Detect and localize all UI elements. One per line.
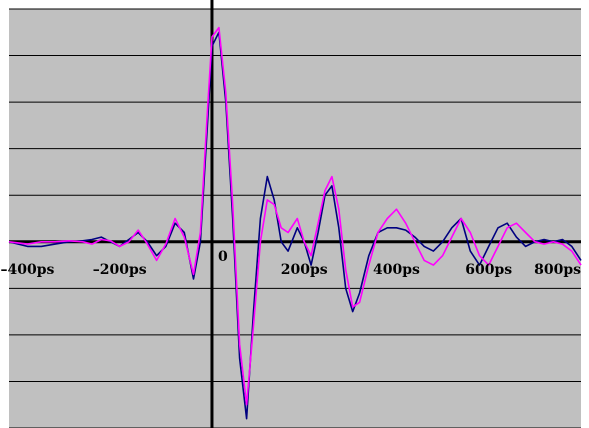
grid-lines	[9, 8, 581, 428]
axes	[9, 0, 581, 428]
plot-background	[9, 9, 581, 428]
x-tick-label: –200ps	[93, 262, 147, 278]
series-line-2	[8, 26, 582, 406]
x-tick-label: 600ps	[465, 262, 512, 278]
x-tick-label: –400ps	[0, 262, 54, 278]
x-tick-labels: –400ps –200ps 0 200ps 400ps 600ps 800ps	[0, 249, 581, 278]
series-lines	[8, 26, 582, 420]
series-line-1	[8, 31, 582, 420]
x-tick-label: 200ps	[281, 262, 328, 278]
x-tick-label: 800ps	[534, 262, 581, 278]
x-tick-label: 0	[218, 249, 228, 265]
x-tick-label: 400ps	[373, 262, 420, 278]
